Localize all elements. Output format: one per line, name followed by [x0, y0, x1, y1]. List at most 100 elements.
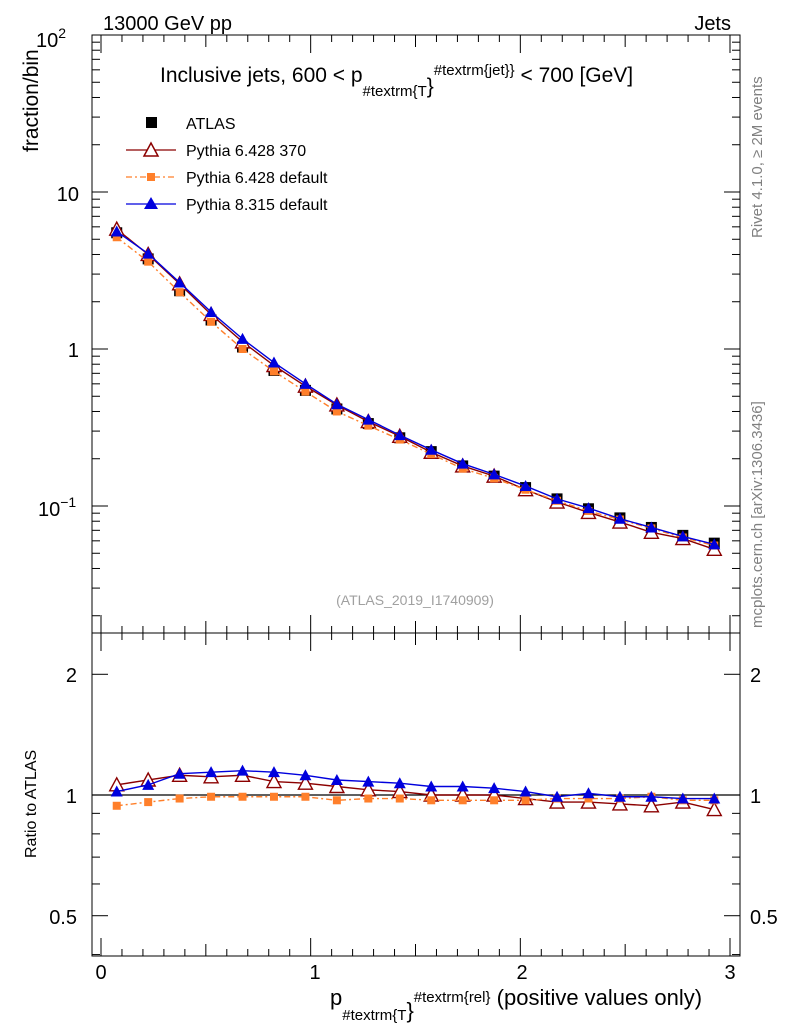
- ratio-point-pythia-8-315-default: [676, 792, 689, 804]
- series-line-pythia-6-428-370: [116, 228, 715, 550]
- legend-label-py6-default: Pythia 6.428 default: [186, 170, 328, 187]
- series-line-pythia-6-428-default: [116, 236, 715, 547]
- ratio-point-pythia-8-315-default: [267, 766, 280, 778]
- ratio-point-pythia-6-428-default: [112, 801, 121, 810]
- x-axis-title: p#textrm{T}#textrm{rel} (positive values…: [330, 985, 702, 1024]
- series-atlas: [111, 227, 720, 549]
- ratio-line-pythia-6-428-default: [116, 796, 715, 807]
- ratio-ytick-0.5-left: 0.5: [49, 907, 77, 929]
- plot-title: Inclusive jets, 600 < p#textrm{T}#textrm…: [160, 62, 633, 100]
- legend-label-py6-370: Pythia 6.428 370: [186, 143, 306, 160]
- ratio-point-pythia-6-428-default: [584, 794, 593, 803]
- point-pythia-8-315-default: [425, 443, 438, 455]
- point-pythia-8-315-default: [582, 502, 595, 514]
- point-pythia-8-315-default: [173, 276, 186, 288]
- ratio-series-pythia-6-428-370: [108, 766, 723, 817]
- legend-marker-py6-370: [142, 141, 160, 157]
- ratio-point-pythia-8-315-default: [582, 787, 595, 799]
- ratio-point-pythia-8-315-default: [142, 778, 155, 790]
- ratio-point-pythia-8-315-default: [645, 790, 658, 802]
- rivet-label: Rivet 4.1.0, ≥ 2M events: [749, 76, 766, 238]
- ratio-point-pythia-8-315-default: [519, 785, 532, 797]
- point-pythia-8-315-default: [267, 356, 280, 368]
- legend: ATLAS Pythia 6.428 370 Pythia 6.428 defa…: [126, 116, 328, 214]
- ratio-point-pythia-6-428-default: [207, 792, 216, 801]
- legend-marker-py8-default: [144, 197, 158, 209]
- header-right: Jets: [694, 13, 731, 35]
- ratio-series-layer: [108, 764, 723, 817]
- ratio-axis-ticks: [92, 633, 740, 956]
- ratio-point-pythia-8-315-default: [173, 767, 186, 779]
- header-left: 13000 GeV pp: [103, 13, 232, 35]
- ratio-ytick-1-right: 1: [750, 786, 761, 808]
- xtick-label-3: 3: [724, 962, 735, 984]
- xtick-label-2: 2: [516, 962, 527, 984]
- ratio-point-pythia-8-315-default: [456, 780, 469, 792]
- point-pythia-8-315-default: [142, 247, 155, 259]
- ratio-point-pythia-8-315-default: [110, 785, 123, 797]
- point-pythia-6-428-default: [175, 288, 184, 297]
- point-pythia-6-428-default: [238, 345, 247, 353]
- point-pythia-8-315-default: [519, 480, 532, 492]
- series-pythia-6-428-370: [108, 220, 723, 556]
- point-pythia-8-315-default: [299, 377, 312, 389]
- ratio-point-pythia-8-315-default: [362, 775, 375, 787]
- ratio-point-pythia-6-428-370: [643, 797, 660, 813]
- ratio-point-pythia-6-428-default: [395, 794, 404, 803]
- ratio-point-pythia-8-315-default: [425, 780, 438, 792]
- xtick-label-1: 1: [309, 962, 320, 984]
- point-pythia-8-315-default: [488, 468, 501, 480]
- ratio-series-pythia-8-315-default: [110, 764, 721, 804]
- ratio-point-pythia-6-428-default: [332, 796, 341, 805]
- ratio-point-pythia-8-315-default: [708, 792, 721, 804]
- point-pythia-6-428-default: [364, 421, 373, 430]
- ratio-point-pythia-8-315-default: [393, 777, 406, 789]
- ratio-point-pythia-6-428-default: [269, 792, 278, 801]
- analysis-watermark: (ATLAS_2019_I1740909): [336, 592, 494, 608]
- point-pythia-6-428-default: [332, 407, 341, 416]
- point-pythia-6-428-default: [269, 367, 278, 376]
- point-pythia-6-428-default: [301, 387, 310, 396]
- ratio-point-pythia-6-428-default: [364, 794, 373, 803]
- ytick-label-1: 1: [68, 340, 79, 362]
- ratio-point-pythia-8-315-default: [551, 790, 564, 802]
- ratio-line-pythia-8-315-default: [116, 769, 715, 800]
- point-pythia-8-315-default: [236, 332, 249, 344]
- ratio-point-pythia-6-428-default: [301, 792, 310, 801]
- ratio-point-pythia-8-315-default: [236, 764, 249, 776]
- point-pythia-8-315-default: [205, 306, 218, 318]
- ratio-point-pythia-6-428-370: [706, 801, 723, 817]
- ratio-point-pythia-8-315-default: [488, 782, 501, 794]
- point-pythia-8-315-default: [393, 429, 406, 441]
- ytick-label-100: 102: [36, 25, 66, 52]
- ratio-point-pythia-6-428-370: [265, 773, 283, 789]
- mcplots-label: mcplots.cern.ch [arXiv:1306.3436]: [749, 401, 766, 628]
- point-pythia-6-428-default: [207, 317, 216, 326]
- ratio-point-pythia-8-315-default: [205, 766, 218, 778]
- xtick-label-0: 0: [95, 962, 106, 984]
- y-axis-title: fraction/bin: [20, 49, 43, 152]
- series-pythia-6-428-default: [112, 233, 719, 550]
- legend-label-py8-default: Pythia 8.315 default: [186, 197, 328, 214]
- ratio-ytick-2-left: 2: [66, 665, 77, 687]
- ytick-label-10: 10: [57, 184, 79, 206]
- point-pythia-8-315-default: [110, 225, 123, 237]
- point-pythia-8-315-default: [708, 538, 721, 550]
- ratio-point-pythia-8-315-default: [330, 773, 343, 785]
- ratio-ytick-0.5-right: 0.5: [750, 907, 778, 929]
- legend-marker-atlas: [146, 117, 157, 128]
- point-pythia-8-315-default: [330, 398, 343, 410]
- ratio-y-axis-title: Ratio to ATLAS: [23, 750, 40, 858]
- point-pythia-8-315-default: [613, 512, 626, 524]
- ratio-point-pythia-6-428-default: [144, 798, 153, 807]
- ratio-point-pythia-6-428-default: [175, 794, 184, 803]
- ratio-point-pythia-6-428-370: [297, 774, 314, 790]
- ytick-label-0.1: 10−1: [38, 494, 76, 521]
- ratio-point-pythia-8-315-default: [299, 769, 312, 781]
- ratio-point-pythia-6-428-370: [611, 795, 629, 811]
- ratio-point-pythia-6-428-default: [458, 796, 467, 805]
- point-pythia-8-315-default: [362, 413, 375, 425]
- ratio-ytick-1-left: 1: [66, 786, 77, 808]
- ratio-point-pythia-6-428-370: [328, 778, 346, 794]
